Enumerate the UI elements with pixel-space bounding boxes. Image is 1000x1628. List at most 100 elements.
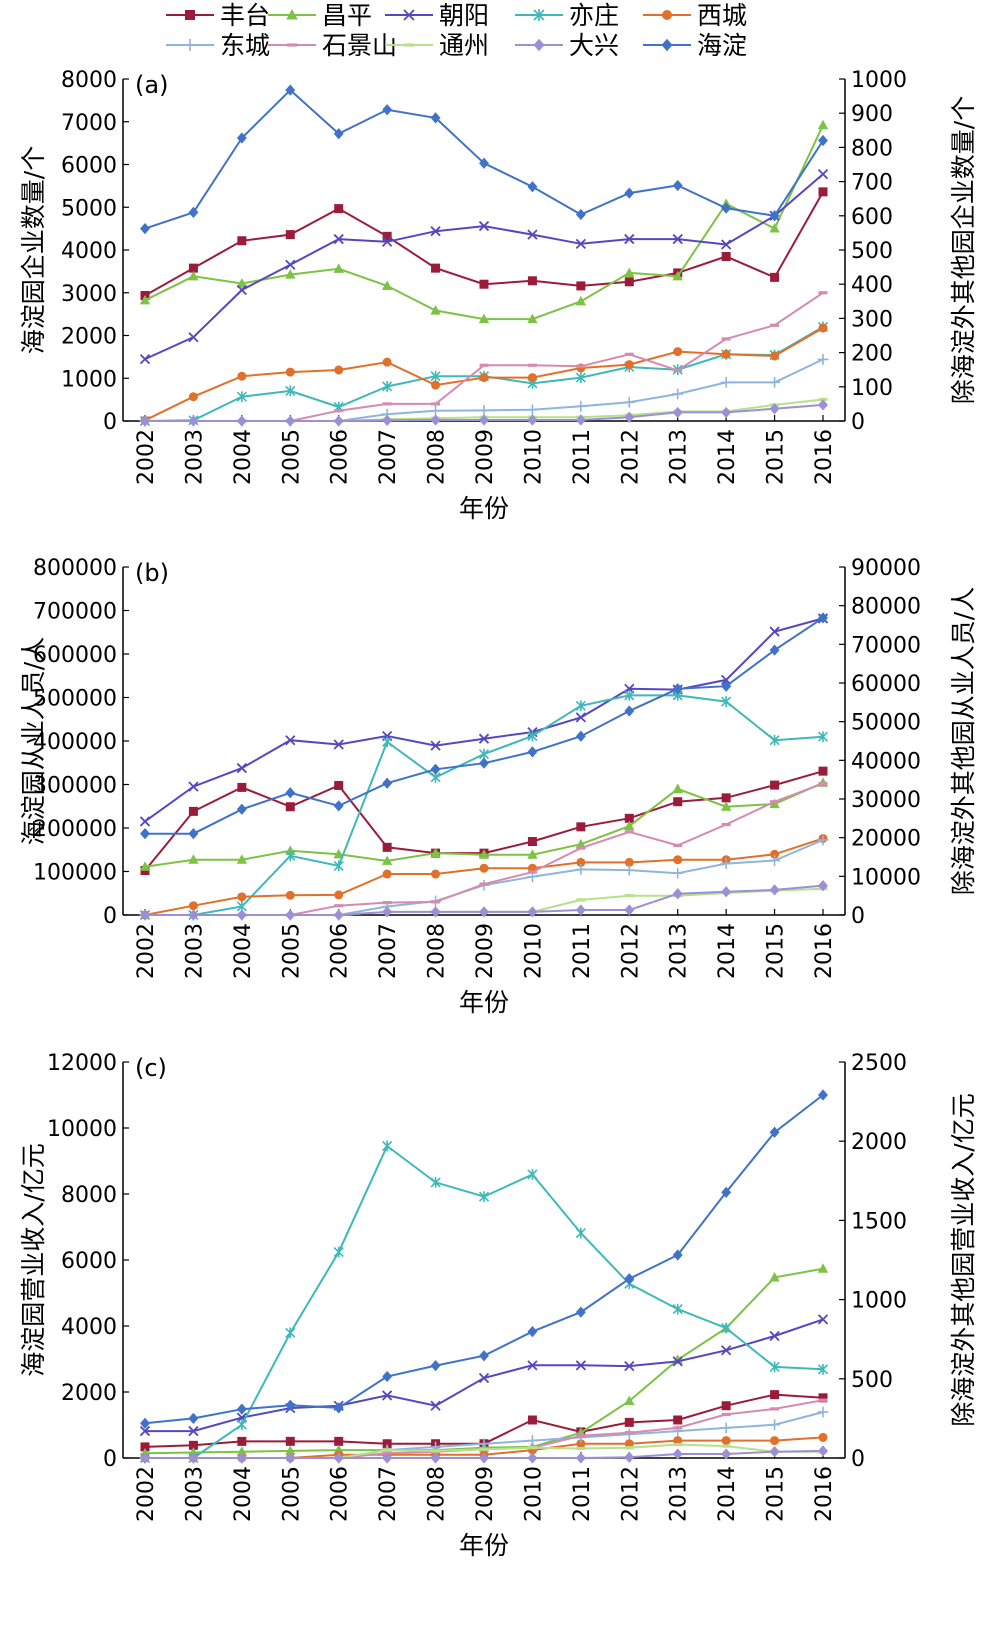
data-point — [236, 1403, 247, 1415]
x-tick-label: 2009 — [473, 429, 498, 485]
data-point — [333, 263, 344, 273]
data-point — [333, 415, 344, 427]
data-point — [285, 1445, 296, 1455]
x-tick-label: 2004 — [231, 429, 256, 485]
data-point — [430, 414, 441, 426]
data-point — [333, 1246, 344, 1258]
data-point — [624, 1360, 635, 1372]
x-tick-label: 2002 — [134, 1466, 159, 1522]
data-point — [673, 797, 683, 807]
y-right-tick-label: 900 — [851, 102, 893, 127]
data-point — [624, 1451, 635, 1463]
y-axis-title-right: 除海淀外其他园从业人员/人 — [949, 587, 978, 895]
data-point — [576, 1446, 586, 1451]
data-point — [236, 854, 248, 864]
data-point — [236, 1419, 247, 1431]
legend-label: 朝阳 — [439, 1, 489, 30]
series-大兴 — [140, 1445, 828, 1464]
data-point — [721, 886, 732, 898]
data-point — [770, 780, 780, 790]
data-point — [527, 181, 538, 193]
legend-marker — [404, 43, 414, 47]
data-point — [575, 904, 586, 916]
data-point — [721, 1401, 731, 1411]
data-point — [527, 870, 537, 874]
panel-label: (b) — [135, 559, 169, 587]
y-left-tick-label: 4000 — [61, 239, 117, 264]
data-point — [672, 1249, 683, 1261]
data-point — [720, 1422, 732, 1434]
data-point — [818, 879, 828, 892]
x-tick-label: 2008 — [425, 923, 450, 979]
data-point — [575, 372, 586, 383]
data-point — [817, 1406, 829, 1418]
data-point — [430, 405, 441, 417]
series-line — [144, 124, 824, 321]
legend-marker — [287, 43, 297, 47]
data-point — [673, 855, 683, 865]
data-point — [188, 781, 199, 792]
x-tick-label: 2004 — [231, 923, 256, 979]
y-left-tick-label: 300000 — [33, 774, 117, 799]
data-point — [478, 1438, 490, 1450]
data-point — [527, 849, 538, 859]
data-point — [527, 837, 537, 847]
data-point — [817, 354, 829, 365]
x-tick-label: 2003 — [182, 1466, 207, 1522]
data-point — [769, 855, 780, 866]
y-right-tick-label: 70000 — [851, 633, 921, 658]
x-axis-title: 年份 — [459, 1531, 509, 1560]
data-point — [527, 313, 538, 324]
x-tick-label: 2006 — [328, 923, 353, 979]
data-point — [285, 1399, 296, 1411]
data-point — [721, 680, 732, 692]
data-point — [430, 906, 441, 918]
y-right-tick-label: 0 — [851, 1447, 865, 1472]
data-point — [672, 179, 683, 192]
legend-entry: 石景山 — [268, 31, 397, 60]
legend-entry: 海淀 — [643, 31, 747, 60]
data-point — [188, 270, 199, 281]
x-tick-label: 2016 — [812, 923, 837, 979]
series-line — [144, 1094, 824, 1425]
data-point — [478, 1191, 490, 1203]
data-point — [672, 406, 683, 419]
data-point — [382, 869, 392, 879]
y-right-tick-label: 80000 — [851, 595, 921, 620]
data-point — [285, 385, 296, 397]
data-point — [575, 1452, 586, 1464]
data-point — [769, 626, 780, 637]
data-point — [479, 906, 489, 918]
data-point — [672, 867, 684, 879]
data-point — [817, 168, 829, 180]
data-point — [672, 783, 683, 793]
data-point — [575, 238, 586, 249]
data-point — [527, 229, 538, 240]
data-point — [527, 1360, 538, 1371]
data-point — [769, 376, 780, 388]
y-left-tick-label: 8000 — [61, 68, 117, 93]
data-point — [382, 231, 392, 241]
y-right-tick-label: 1000 — [851, 68, 907, 93]
data-point — [575, 400, 587, 412]
data-point — [818, 612, 828, 624]
y-axis-title-left: 海淀园营业收入/亿元 — [19, 1143, 48, 1376]
series-line — [145, 291, 824, 422]
x-tick-label: 2014 — [715, 1466, 740, 1522]
data-point — [430, 112, 441, 124]
data-point — [624, 904, 635, 916]
legend-entry: 丰台 — [166, 1, 270, 30]
data-point — [479, 1452, 489, 1464]
x-tick-label: 2005 — [279, 923, 304, 979]
data-point — [624, 1417, 634, 1427]
data-point — [431, 1449, 441, 1453]
legend-entry: 昌平 — [268, 1, 372, 30]
data-point — [673, 1415, 683, 1425]
y-right-tick-label: 200 — [851, 342, 893, 367]
data-point — [575, 730, 586, 742]
y-right-tick-label: 500 — [851, 1368, 893, 1393]
data-point — [769, 210, 780, 222]
data-point — [478, 404, 490, 416]
data-point — [624, 1273, 635, 1285]
data-point — [333, 909, 344, 921]
